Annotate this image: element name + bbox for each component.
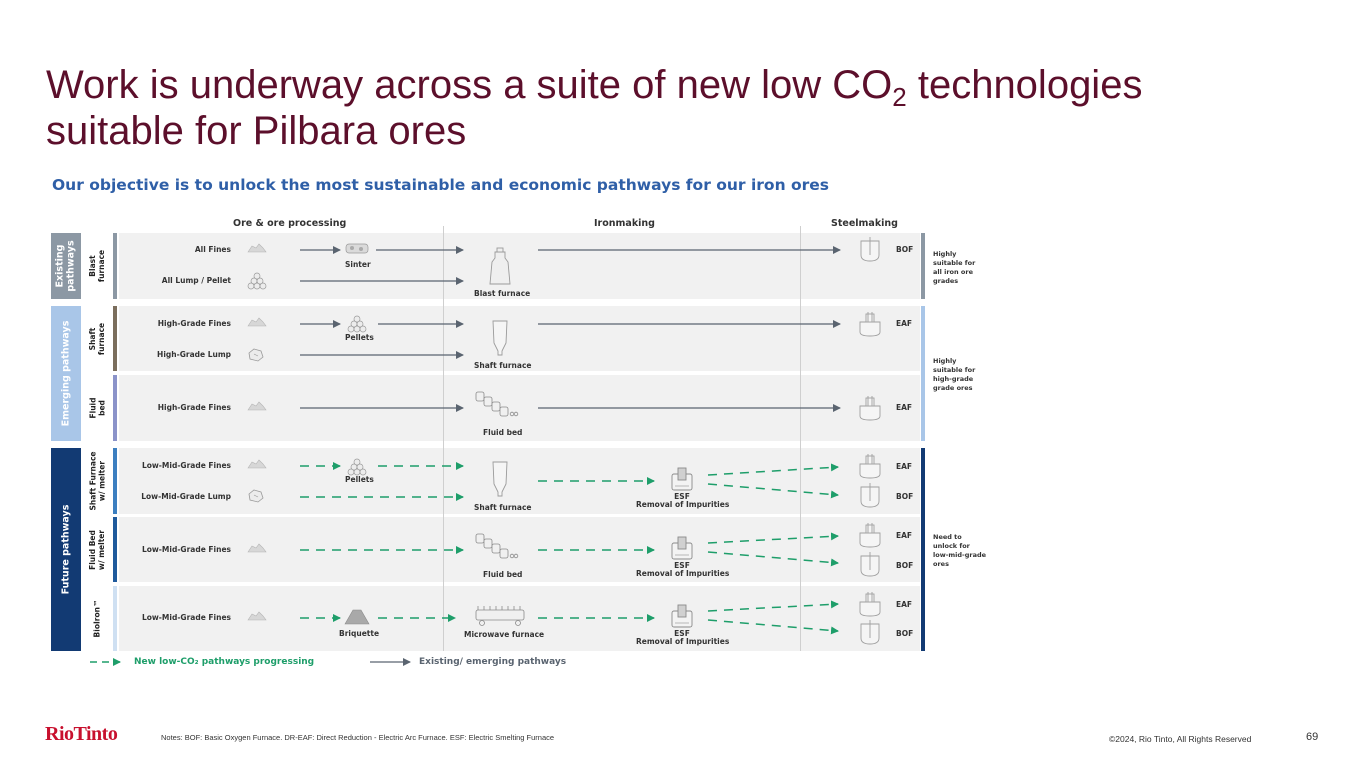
steel-label: EAF (896, 403, 913, 412)
subgroup-line (113, 517, 117, 582)
ironmaking-label: Shaft furnace (474, 361, 532, 370)
ore-label: Low-Mid-Grade Fines (141, 613, 231, 622)
subgroup-line (113, 233, 117, 299)
esf-label: ESF Removal of Impurities (636, 629, 730, 646)
subgroup-line (113, 375, 117, 441)
steel-label: EAF (896, 462, 913, 471)
steel-label: EAF (896, 319, 913, 328)
side-bar-future (921, 448, 925, 651)
subgroup-line (113, 586, 117, 651)
ore-label: Low-Mid-Grade Fines (141, 461, 231, 470)
side-bar-emerging (921, 306, 925, 441)
divider-steelmaking (800, 226, 801, 651)
side-note-future: Need to unlock for low-mid-grade ores (933, 533, 987, 568)
side-note-existing: Highly suitable for all iron ore grades (933, 250, 976, 285)
ore-label: High-Grade Fines (157, 319, 231, 328)
column-header-steelmaking: Steelmaking (831, 218, 898, 229)
row-band-shaft-melter (119, 448, 920, 514)
rio-tinto-logo: RioTinto (45, 723, 118, 745)
subgroup-line (113, 448, 117, 514)
page-number: 69 (1306, 731, 1319, 743)
process-label: Briquette (339, 629, 380, 638)
ore-label: Low-Mid-Grade Fines (141, 545, 231, 554)
steel-label: BOF (896, 561, 914, 570)
column-header-ironmaking: Ironmaking (594, 218, 655, 229)
ironmaking-label: Fluid bed (483, 428, 523, 437)
footnote: Notes: BOF: Basic Oxygen Furnace. DR-EAF… (161, 733, 555, 742)
ironmaking-label: Blast furnace (474, 289, 531, 298)
ore-label: High-Grade Fines (157, 403, 231, 412)
slide-subtitle: Our objective is to unlock the most sust… (52, 176, 830, 194)
column-header-ore: Ore & ore processing (233, 218, 347, 229)
side-note-emerging: Highly suitable for high-grade grade ores (933, 357, 976, 392)
group-existing: Existing pathways (51, 233, 81, 299)
steel-label: EAF (896, 531, 913, 540)
divider-ironmaking (443, 226, 444, 651)
copyright: ©2024, Rio Tinto, All Rights Reserved (1109, 734, 1252, 744)
process-label: Pellets (345, 333, 374, 342)
ore-label: All Fines (194, 245, 231, 254)
slide-title: Work is underway across a suite of new l… (46, 63, 1143, 153)
process-label: Pellets (345, 475, 374, 484)
ironmaking-label: Fluid bed (483, 570, 523, 579)
side-bar-existing (921, 233, 925, 299)
steel-label: BOF (896, 629, 914, 638)
ore-label: High-Grade Lump (157, 350, 231, 359)
group-future: Future pathways (51, 448, 81, 651)
ore-label: All Lump / Pellet (161, 276, 231, 285)
group-emerging: Emerging pathways (51, 306, 81, 441)
steel-label: BOF (896, 245, 914, 254)
steel-label: BOF (896, 492, 914, 501)
esf-label: ESF Removal of Impurities (636, 561, 730, 578)
ironmaking-label: Shaft furnace (474, 503, 532, 512)
legend-existing-pathways: Existing/ emerging pathways (419, 657, 567, 667)
subgroup-line (113, 306, 117, 371)
esf-label: ESF Removal of Impurities (636, 492, 730, 509)
legend-new-pathways: New low-CO₂ pathways progressing (134, 657, 315, 667)
process-label: Sinter (345, 260, 371, 269)
row-band-shaft (119, 306, 920, 371)
steel-label: EAF (896, 600, 913, 609)
ironmaking-label: Microwave furnace (464, 630, 545, 639)
ore-label: Low-Mid-Grade Lump (141, 492, 231, 501)
